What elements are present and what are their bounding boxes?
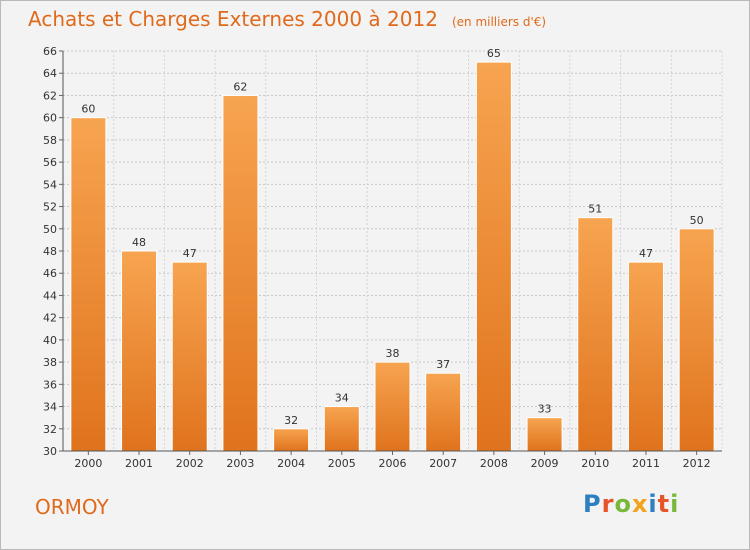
y-tick-label: 54 — [43, 178, 57, 191]
bar — [273, 428, 310, 452]
y-tick-label: 30 — [43, 445, 57, 458]
bar — [171, 261, 208, 452]
x-tick-label: 2000 — [74, 457, 102, 470]
y-tick-label: 66 — [43, 45, 57, 58]
x-tick-label: 2001 — [125, 457, 153, 470]
data-label: 32 — [284, 414, 298, 427]
bar — [425, 372, 462, 452]
data-label: 48 — [132, 236, 146, 249]
y-tick-label: 44 — [43, 289, 57, 302]
bar — [121, 250, 158, 452]
y-tick-label: 56 — [43, 156, 57, 169]
y-tick-label: 58 — [43, 134, 57, 147]
data-label: 60 — [81, 103, 95, 116]
data-label: 62 — [233, 80, 247, 93]
x-tick-label: 2006 — [379, 457, 407, 470]
data-label: 34 — [335, 392, 349, 405]
y-tick-label: 42 — [43, 312, 57, 325]
data-label: 47 — [183, 247, 197, 260]
y-tick-label: 52 — [43, 201, 57, 214]
bar — [577, 217, 614, 452]
data-label: 51 — [588, 203, 602, 216]
bar — [678, 228, 715, 452]
logo-letter: r — [601, 490, 615, 518]
bar — [475, 61, 512, 452]
x-tick-label: 2008 — [480, 457, 508, 470]
y-tick-label: 34 — [43, 401, 57, 414]
data-label: 38 — [386, 347, 400, 360]
bar — [627, 261, 664, 452]
x-tick-label: 2007 — [429, 457, 457, 470]
data-label: 47 — [639, 247, 653, 260]
y-tick-label: 46 — [43, 267, 57, 280]
x-tick-label: 2005 — [328, 457, 356, 470]
x-tick-label: 2002 — [176, 457, 204, 470]
y-tick-label: 62 — [43, 89, 57, 102]
x-tick-label: 2004 — [277, 457, 305, 470]
bar — [323, 406, 360, 452]
proxiti-logo: Proxiti — [583, 490, 679, 518]
data-label: 65 — [487, 47, 501, 60]
chart-title: Achats et Charges Externes 2000 à 2012 (e… — [28, 7, 546, 31]
place-label: ORMOY — [35, 495, 109, 519]
bar — [70, 117, 107, 452]
logo-letter: o — [614, 490, 632, 518]
chart-subtitle: (en milliers d'€) — [451, 15, 547, 29]
bar — [526, 417, 563, 452]
logo-letter: x — [631, 490, 649, 518]
y-tick-label: 50 — [43, 223, 57, 236]
x-tick-label: 2012 — [683, 457, 711, 470]
chart-title-text: Achats et Charges Externes 2000 à 2012 — [28, 7, 438, 31]
data-label: 33 — [538, 403, 552, 416]
x-tick-label: 2009 — [531, 457, 559, 470]
y-tick-label: 60 — [43, 112, 57, 125]
bar — [222, 94, 259, 452]
x-tick-label: 2003 — [226, 457, 254, 470]
bar — [374, 361, 411, 452]
y-tick-label: 64 — [43, 67, 57, 80]
logo-letter: P — [583, 490, 602, 518]
y-tick-label: 36 — [43, 378, 57, 391]
y-tick-label: 48 — [43, 245, 57, 258]
x-tick-label: 2011 — [632, 457, 660, 470]
logo-letter: i — [670, 490, 680, 518]
logo-letter: t — [657, 490, 671, 518]
y-tick-label: 32 — [43, 423, 57, 436]
data-label: 50 — [690, 214, 704, 227]
y-tick-label: 38 — [43, 356, 57, 369]
x-tick-label: 2010 — [581, 457, 609, 470]
logo-letter: i — [648, 490, 658, 518]
y-tick-label: 40 — [43, 334, 57, 347]
data-label: 37 — [436, 358, 450, 371]
